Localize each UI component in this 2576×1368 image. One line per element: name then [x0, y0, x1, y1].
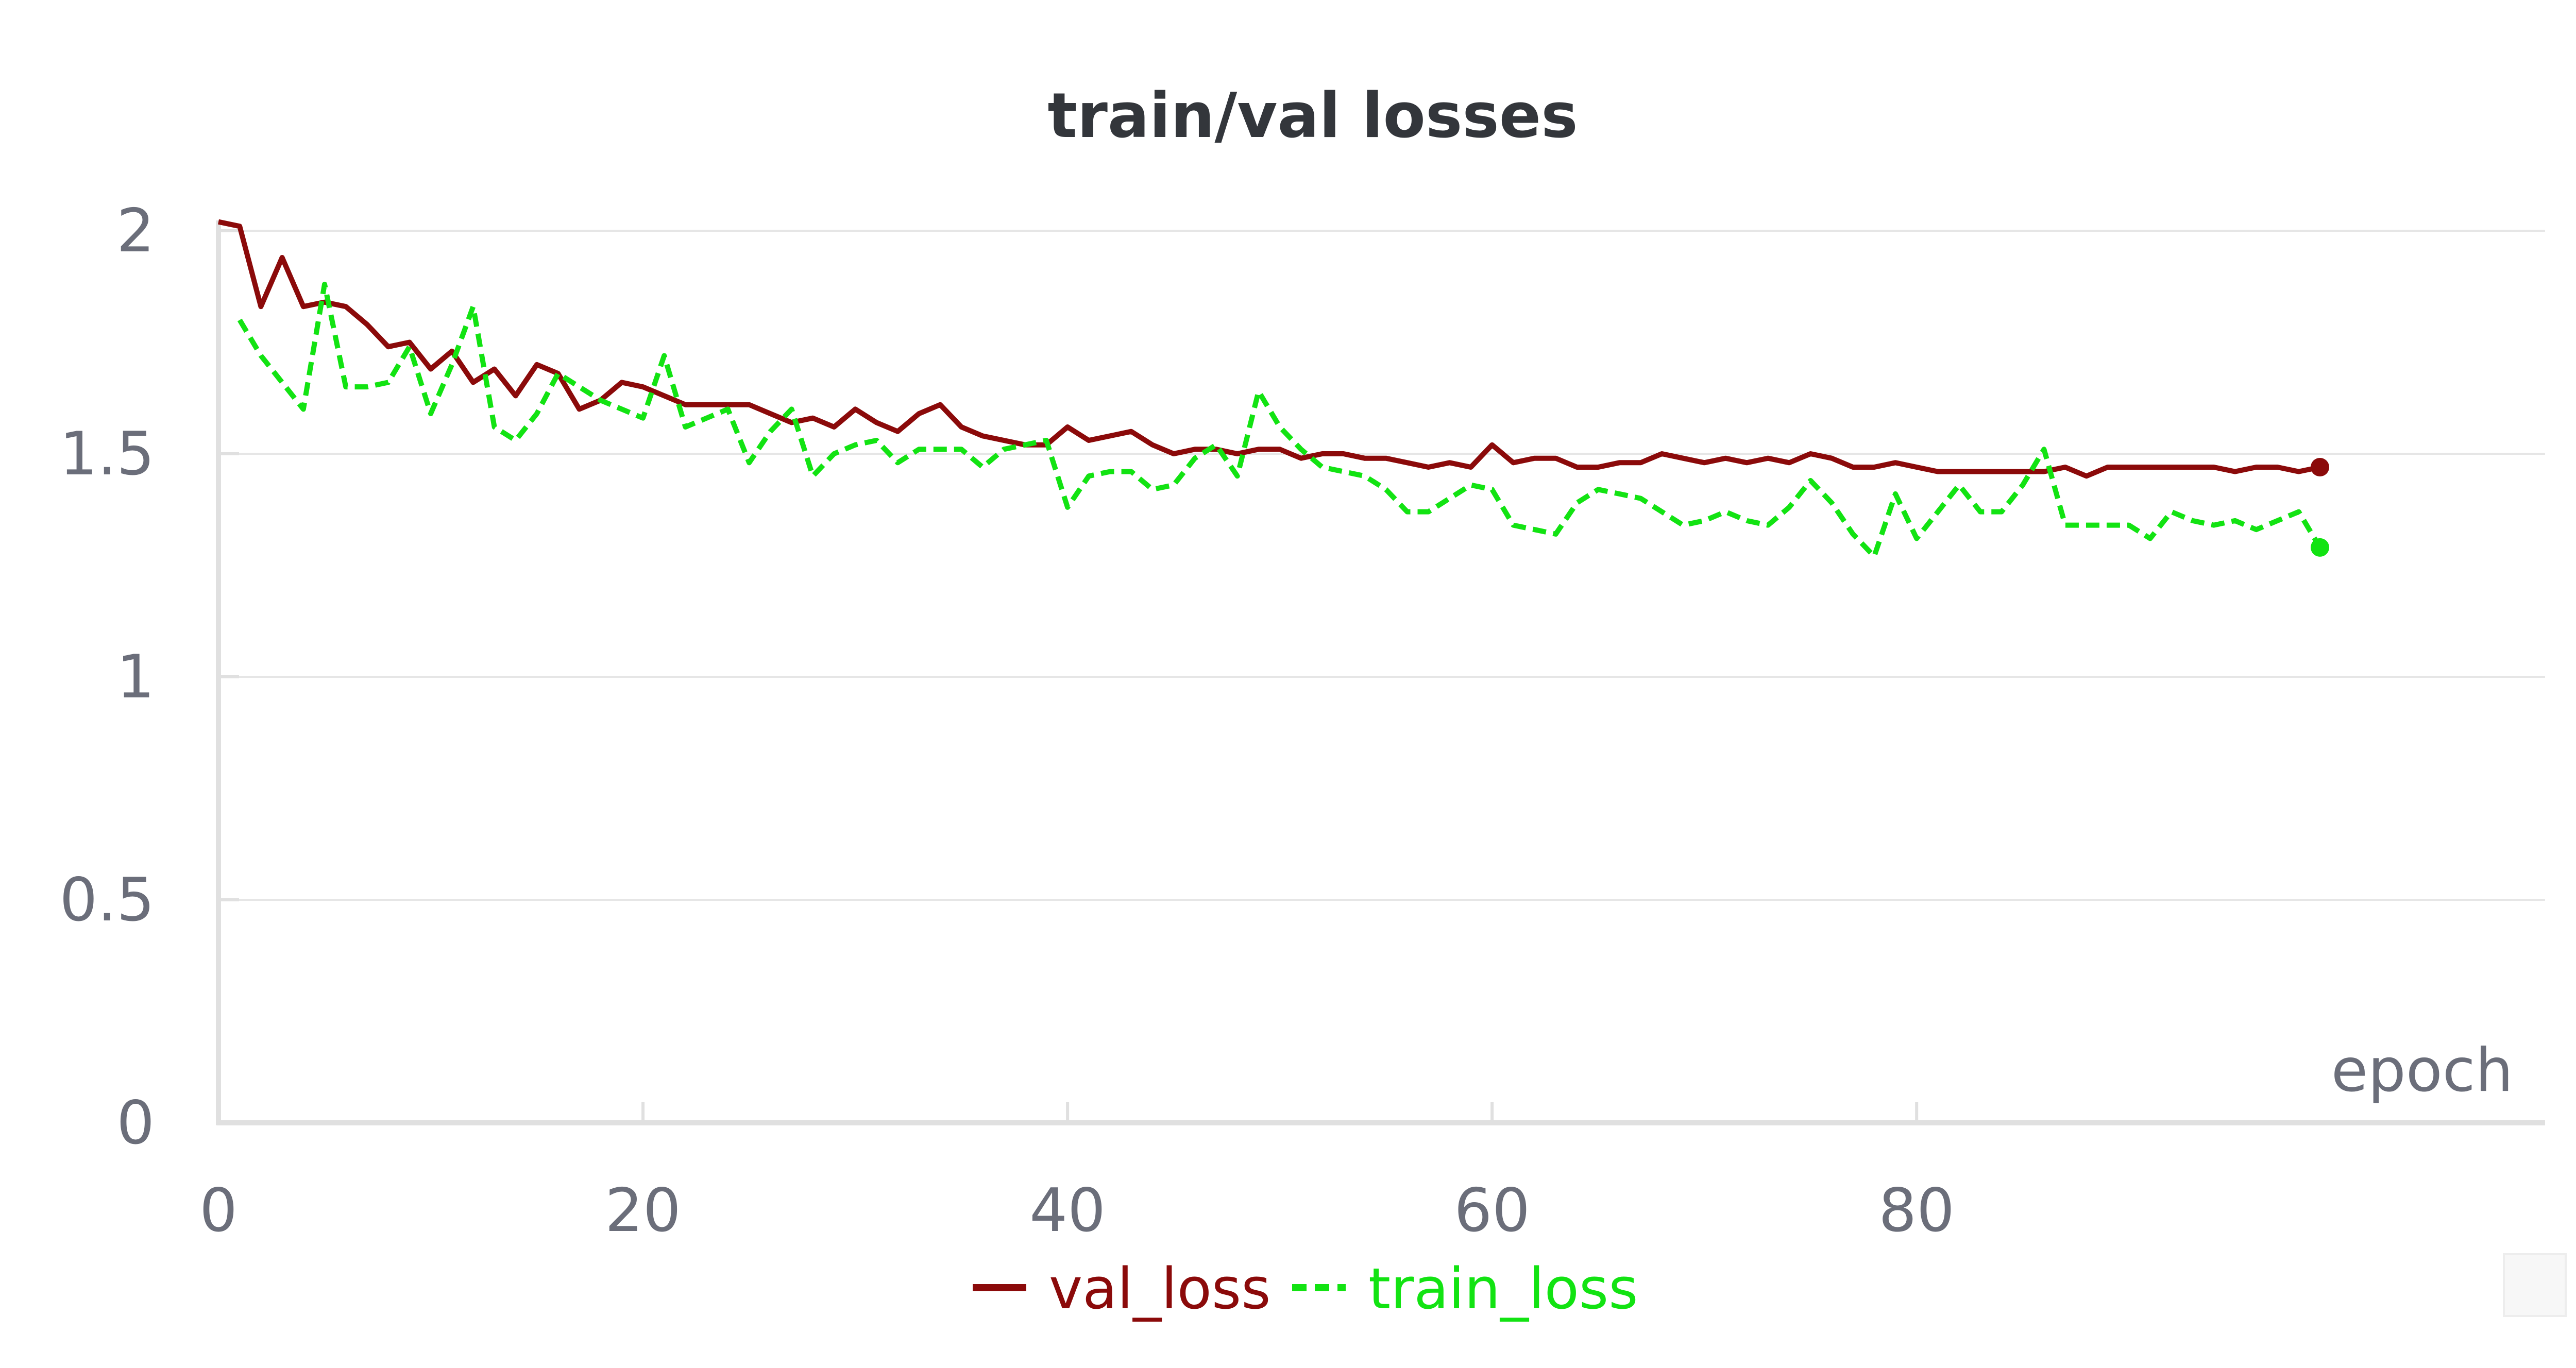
series-end-point-val-loss [2311, 457, 2329, 476]
legend-label-val-loss: val_loss [1049, 1256, 1271, 1322]
series-line-train-loss [237, 281, 2323, 559]
series-end-point-train-loss [2311, 538, 2329, 557]
x-tick-label: 60 [1454, 1176, 1530, 1245]
chart-title: train/val losses [1047, 80, 1578, 152]
y-tick-label: 1 [116, 642, 155, 712]
y-tick-label: 1.5 [60, 419, 155, 489]
legend-label-train-loss: train_loss [1368, 1256, 1638, 1322]
x-tick-label: 0 [199, 1176, 238, 1245]
x-axis-label: epoch [2331, 1036, 2513, 1105]
x-tick-label: 40 [1029, 1176, 1106, 1245]
series-line-val-loss [217, 219, 2321, 479]
grid-layer [218, 230, 2545, 901]
y-tick-label: 0.5 [60, 865, 155, 935]
axes-layer: 00.511.520 20 40 60 80 [60, 196, 2545, 1245]
y-tick-label: 0 [116, 1088, 155, 1158]
series-layer [217, 219, 2329, 559]
x-tick-label: 80 [1878, 1176, 1955, 1245]
x-tick-label: 20 [605, 1176, 681, 1245]
y-tick-label: 2 [116, 196, 155, 266]
legend: val_loss train_loss [973, 1256, 1638, 1322]
corner-box [2503, 1253, 2567, 1317]
